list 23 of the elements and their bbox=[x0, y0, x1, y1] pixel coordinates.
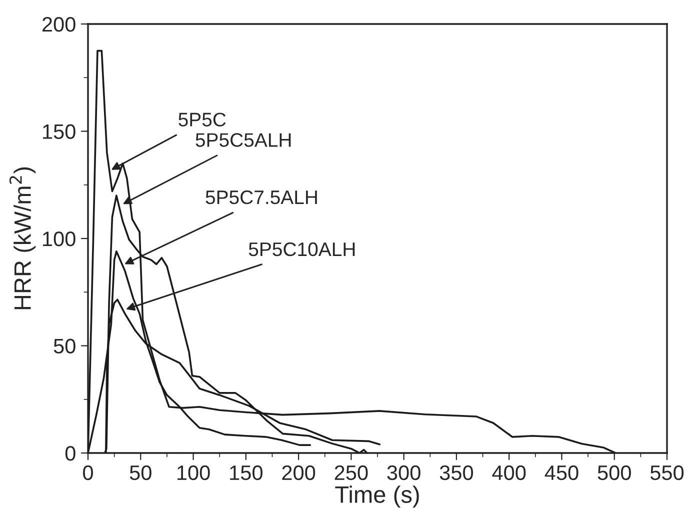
x-tick-label: 200 bbox=[282, 465, 316, 480]
annotation: 5P5C5ALH bbox=[196, 133, 291, 147]
y-tick-label: 100 bbox=[43, 232, 76, 246]
y-tick-label: 150 bbox=[43, 124, 76, 140]
y-tick-label: 50 bbox=[54, 338, 76, 354]
x-tick-label: 500 bbox=[598, 465, 631, 480]
x-tick-label: 450 bbox=[544, 465, 578, 480]
x-tick-label: 0 bbox=[83, 465, 93, 480]
y-tick-label: 200 bbox=[42, 17, 76, 32]
x-tick-label: 350 bbox=[440, 465, 474, 480]
x-tick-label: 300 bbox=[387, 465, 420, 480]
x-tick-label: 50 bbox=[130, 465, 152, 480]
y-tick-label: 0 bbox=[65, 446, 76, 461]
x-tick-label: 550 bbox=[650, 465, 684, 480]
x-axis-title: Time (s) bbox=[335, 486, 419, 508]
annotation: 5P5C10ALH bbox=[248, 242, 355, 256]
y-axis-title: HRR (kW/m$^{2}$) bbox=[9, 167, 36, 310]
annotation: 5P5C bbox=[178, 112, 226, 126]
x-tick-label: 400 bbox=[492, 465, 526, 480]
x-tick-label: 100 bbox=[177, 465, 210, 480]
annotation: 5P5C7.5ALH bbox=[206, 190, 317, 204]
x-tick-label: 250 bbox=[334, 465, 368, 480]
x-tick-label: 150 bbox=[230, 465, 262, 480]
